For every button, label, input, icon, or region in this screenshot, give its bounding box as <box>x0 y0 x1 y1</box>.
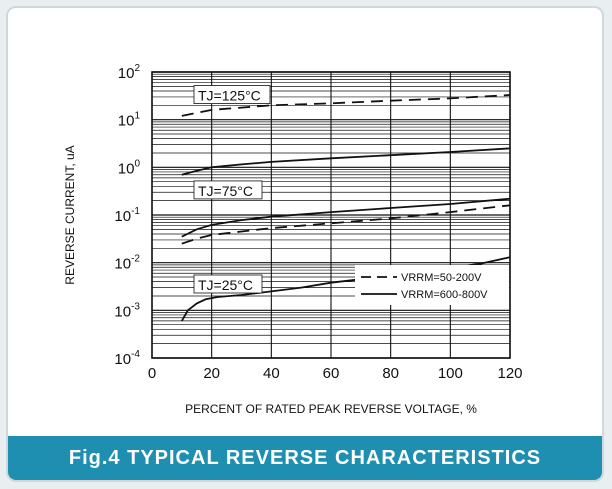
curve-label-tj75: TJ=75°C <box>198 183 253 199</box>
curve-label-box <box>193 274 263 294</box>
x-tick-label: 100 <box>438 365 463 382</box>
reverse-characteristics-chart: 0 20 40 60 80 100 120 102 101 100 10-1 10-2 10-3 10-4… <box>63 63 523 416</box>
y-axis-title: REVERSE CURRENT, uA <box>63 145 77 284</box>
x-tick-label: 80 <box>382 365 399 382</box>
x-tick-label: 40 <box>263 365 280 382</box>
x-axis-title: PERCENT OF RATED PEAK REVERSE VOLTAGE, % <box>185 402 477 416</box>
curve-label-box <box>193 180 263 200</box>
figure-card: 0 20 40 60 80 100 120 102 101 100 10-1 10-2 10-3 10-4… <box>6 6 604 482</box>
curve-label-box <box>193 85 271 104</box>
curve-label-tj25: TJ=25°C <box>198 277 253 293</box>
y-tick-label: 10-3 <box>114 301 140 320</box>
x-tick-label: 60 <box>323 365 340 382</box>
figure-caption: Fig.4 TYPICAL REVERSE CHARACTERISTICS <box>8 436 602 480</box>
y-tick-label: 101 <box>118 111 141 130</box>
legend-box <box>355 265 509 305</box>
y-tick-label: 10-4 <box>114 349 140 368</box>
y-tick-label: 102 <box>118 63 141 82</box>
x-tick-label: 0 <box>148 365 156 382</box>
plot-border <box>151 71 511 359</box>
series-tj75-solid-line <box>181 197 511 238</box>
legend-label-dashed: VRRM=50-200V <box>401 272 482 284</box>
series-tj75-dashed-line <box>181 204 511 245</box>
y-tick-label: 10-1 <box>114 206 140 225</box>
series-tj125-dashed-line <box>181 94 511 117</box>
curve-label-tj125: TJ=125°C <box>198 88 261 104</box>
y-tick-label: 10-2 <box>114 254 140 273</box>
x-tick-label: 120 <box>497 365 522 382</box>
legend-label-solid: VRRM=600-800V <box>401 289 488 301</box>
y-tick-label: 100 <box>118 158 141 177</box>
x-tick-label: 20 <box>203 365 220 382</box>
series-tj125-solid-line <box>181 147 511 176</box>
